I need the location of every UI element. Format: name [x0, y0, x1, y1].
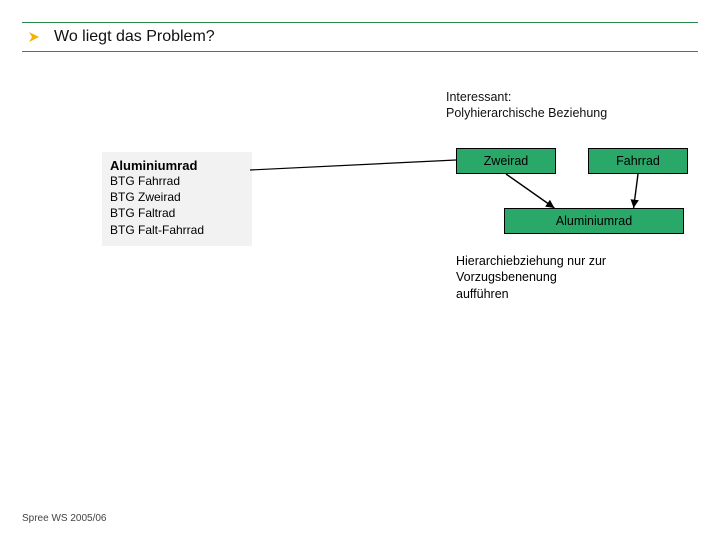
note-hierarchy: Hierarchiebziehung nur zur Vorzugsbenenu…: [456, 253, 676, 302]
term-line: BTG Faltrad: [110, 205, 244, 221]
node-fahrrad: Fahrrad: [588, 148, 688, 174]
note-interessant-line1: Interessant:: [446, 90, 607, 106]
node-zweirad: Zweirad: [456, 148, 556, 174]
note-interessant: Interessant: Polyhierarchische Beziehung: [446, 90, 607, 121]
note-hier-line2: Vorzugsbenenung: [456, 269, 676, 285]
title-bar: Wo liegt das Problem?: [22, 22, 698, 52]
node-label: Fahrrad: [616, 154, 660, 168]
footer-text: Spree WS 2005/06: [22, 513, 107, 524]
term-box: Aluminiumrad BTG Fahrrad BTG Zweirad BTG…: [102, 152, 252, 246]
slide-title: Wo liegt das Problem?: [46, 28, 215, 46]
note-interessant-line2: Polyhierarchische Beziehung: [446, 106, 607, 122]
node-label: Zweirad: [484, 154, 528, 168]
bullet-icon: [22, 30, 46, 44]
term-line: BTG Falt-Fahrrad: [110, 222, 244, 238]
node-label: Aluminiumrad: [556, 214, 632, 228]
node-aluminiumrad: Aluminiumrad: [504, 208, 684, 234]
term-line: BTG Zweirad: [110, 189, 244, 205]
note-hier-line1: Hierarchiebziehung nur zur: [456, 253, 676, 269]
note-hier-line3: aufführen: [456, 286, 676, 302]
term-title: Aluminiumrad: [110, 158, 244, 173]
term-line: BTG Fahrrad: [110, 173, 244, 189]
